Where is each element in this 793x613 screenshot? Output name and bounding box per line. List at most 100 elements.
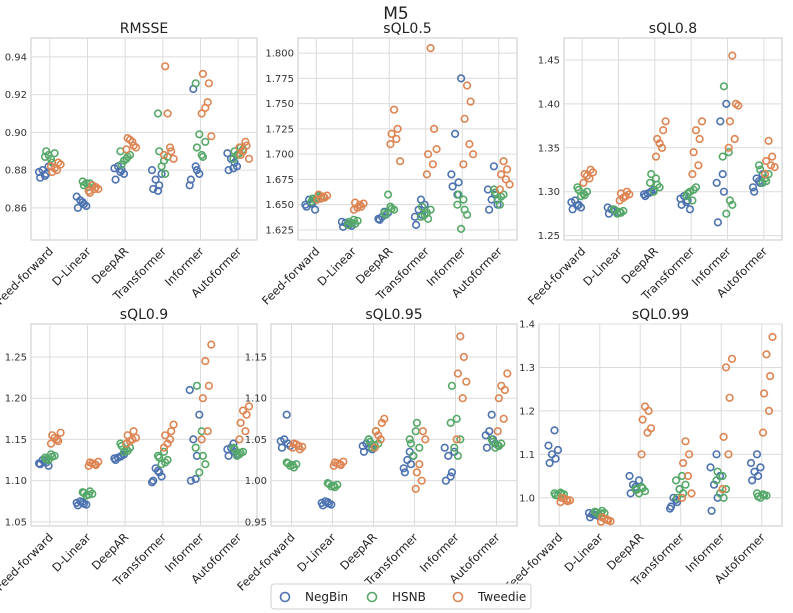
y-tick-label: 0.95 [245,517,267,528]
data-point [161,62,170,71]
data-point [42,147,51,156]
y-tick-label: 1.2 [519,406,535,417]
data-point [244,402,254,411]
data-point [721,485,731,494]
data-point [441,476,451,485]
data-point [547,450,557,459]
data-point [191,474,200,484]
data-point [638,415,647,424]
data-point [198,69,207,78]
data-point [712,450,721,459]
data-point [637,450,646,459]
data-point [415,443,424,452]
data-point [683,189,692,198]
data-point [387,204,396,213]
data-point [580,191,589,200]
data-point [195,130,204,139]
panel-3: 1.05 1.10 1.15 1.20 1.25 Feed-forwardD-Linear… [0,307,258,594]
data-point [758,428,768,437]
data-point [282,410,291,419]
data-point [405,435,414,444]
data-point [544,441,553,450]
data-point [412,418,422,428]
data-point [380,414,389,423]
data-point [503,165,512,174]
legend-frame [270,583,532,610]
data-point [606,517,615,526]
legend-label: NegBin [305,590,348,604]
y-tick-label: 1.750 [265,99,294,110]
x-tick-label: Feed-forward [259,244,322,307]
data-point [198,152,207,161]
data-point [444,451,453,461]
data-point [724,450,733,459]
data-point [381,210,390,219]
data-point [446,472,455,481]
data-point [465,140,474,149]
data-point [223,149,232,158]
legend-marker [279,591,291,603]
data-point [403,455,412,465]
data-point [453,200,462,209]
data-point [713,467,722,476]
data-point [430,124,439,133]
panel-title: sQL0.95 [365,307,422,323]
data-point [186,476,195,485]
data-point [691,126,701,135]
data-point [453,451,463,461]
data-point [236,418,245,428]
data-point [494,441,504,451]
data-point [454,178,463,187]
data-point [457,224,466,233]
data-point [198,394,207,403]
data-point [123,152,132,161]
data-point [469,150,478,159]
data-point [110,164,119,173]
data-point [330,483,340,492]
data-point [123,446,132,456]
data-point [201,103,210,112]
data-point [505,180,514,189]
data-point [712,178,721,187]
data-point [688,170,697,179]
data-point [48,452,57,461]
data-point [207,340,216,349]
y-tick-label: 1.40 [538,99,560,110]
panel-title: sQL0.5 [383,21,431,37]
data-point [768,152,777,161]
data-point [349,215,359,224]
data-point [750,467,759,476]
data-point [451,129,460,138]
data-point [241,427,250,436]
data-point [756,463,765,472]
data-point [230,445,239,454]
data-point [768,332,777,342]
data-point [323,191,332,200]
data-point [149,184,158,194]
data-point [671,476,681,485]
y-tick-label: 1.05 [5,517,27,528]
panel-title: sQL0.8 [649,21,697,37]
data-point [374,214,383,223]
data-point [440,443,449,452]
data-point [153,466,163,475]
data-point [73,203,82,212]
data-point [276,437,285,446]
data-point [125,135,135,144]
data-point [418,427,428,436]
data-point [747,476,757,485]
data-point [727,354,737,363]
data-point [689,185,698,194]
panel-title: RMSSE [120,21,168,37]
data-point [46,439,56,448]
data-point [324,479,334,489]
data-point [131,433,141,442]
x-tick-label: D-Linear [580,244,625,289]
data-point [236,448,245,457]
data-point [721,363,731,372]
data-point [161,431,170,440]
data-point [201,357,210,366]
data-point [684,450,694,459]
data-point [56,160,65,169]
data-point [323,498,332,507]
